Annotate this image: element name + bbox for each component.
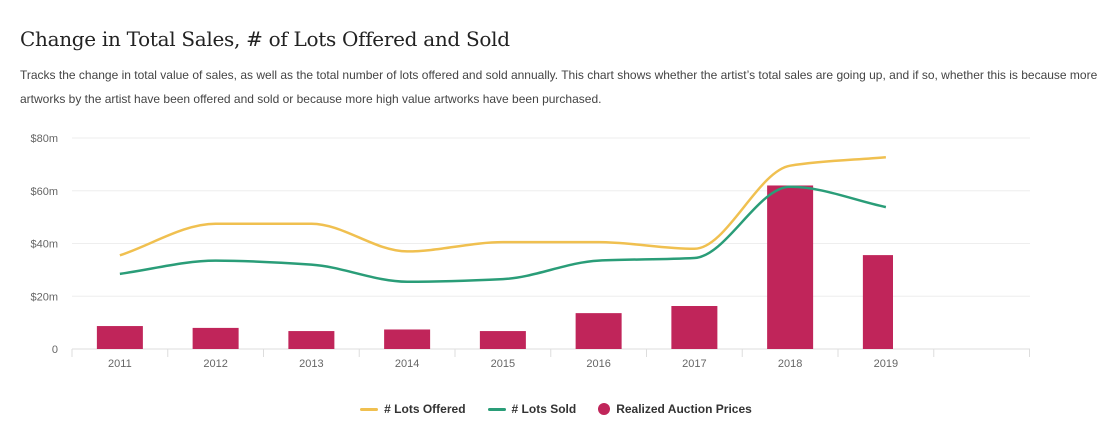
x-tick-label: 2014 <box>395 358 419 370</box>
x-tick-label: 2012 <box>203 358 227 370</box>
y-tick-label: $80m <box>30 133 58 145</box>
legend-line-icon <box>487 407 506 411</box>
chart-subtitle: Tracks the change in total value of sale… <box>20 68 1098 106</box>
y-tick-label: $20m <box>30 291 58 303</box>
legend: # Lots Offered # Lots Sold Realized Auctio… <box>0 402 1112 416</box>
x-tick-label: 2018 <box>778 358 802 370</box>
bar-2019[interactable] <box>862 255 909 349</box>
bar-2011[interactable] <box>96 326 143 349</box>
legend-dot-icon <box>598 403 611 415</box>
bar-2012[interactable] <box>192 327 239 349</box>
line-lots-sold[interactable] <box>119 185 887 283</box>
y-tick-label: $40m <box>30 239 58 251</box>
y-tick-label: 0 <box>52 344 58 356</box>
x-tick-label: 2015 <box>491 358 515 370</box>
legend-item[interactable]: # Lots Offered <box>360 402 466 416</box>
bar-2016[interactable] <box>575 313 622 349</box>
chart-title: Change in Total Sales, # of Lots Offered… <box>20 27 510 51</box>
x-tick-label: 2017 <box>682 358 706 370</box>
legend-label: # Lots Offered <box>384 402 466 416</box>
y-tick-label: $60m <box>30 186 58 198</box>
line-lots-offered[interactable] <box>119 156 886 257</box>
legend-line-icon <box>360 407 379 411</box>
bar-2017[interactable] <box>671 306 718 349</box>
x-tick-label: 2011 <box>108 358 132 370</box>
chart-plot: 0 $20m $40m $60m $80m 2011 2012 2013 2014 2015 201… <box>30 133 1030 370</box>
bar-2015[interactable] <box>479 331 526 349</box>
legend-item[interactable]: Realized Auction Prices <box>598 402 752 416</box>
bar-2014[interactable] <box>384 329 431 349</box>
bar-2018[interactable] <box>767 185 814 349</box>
x-tick-label: 2016 <box>586 358 610 370</box>
legend-item[interactable]: # Lots Sold <box>487 402 577 416</box>
x-tick-label: 2013 <box>299 358 323 370</box>
legend-label: # Lots Sold <box>511 402 577 416</box>
bar-2013[interactable] <box>288 331 335 349</box>
x-tick-label: 2019 <box>874 358 898 370</box>
legend-label: Realized Auction Prices <box>616 402 752 416</box>
